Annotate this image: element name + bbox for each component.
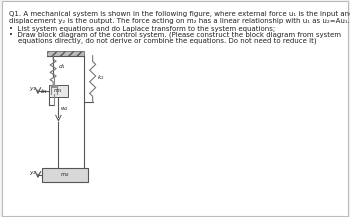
Text: $m_2$: $m_2$ <box>60 171 70 179</box>
Text: $w_2$: $w_2$ <box>60 105 69 113</box>
Bar <box>42 168 88 182</box>
Text: $d_1$: $d_1$ <box>58 62 65 71</box>
Text: •  Draw block diagram of the control system. (Please construct the block diagram: • Draw block diagram of the control syst… <box>9 32 341 38</box>
Text: $k_2$: $k_2$ <box>97 73 105 82</box>
Text: $m_1$: $m_1$ <box>54 87 63 95</box>
Bar <box>47 51 84 56</box>
Text: $y_1$: $y_1$ <box>29 85 36 93</box>
Bar <box>49 85 68 97</box>
Text: equations directly, do not derive or combine the equations. Do not need to reduc: equations directly, do not derive or com… <box>9 38 317 44</box>
Text: displacement y₂ is the output. The force acting on m₂ has a linear relationship : displacement y₂ is the output. The force… <box>9 18 350 24</box>
Text: $y_2$: $y_2$ <box>29 169 36 177</box>
Text: •  List system equations and do Laplace transform to the system equations;: • List system equations and do Laplace t… <box>9 26 275 32</box>
Text: $b_1$: $b_1$ <box>40 87 48 96</box>
Text: Q1. A mechanical system is shown in the following figure, where external force u: Q1. A mechanical system is shown in the … <box>9 11 350 17</box>
